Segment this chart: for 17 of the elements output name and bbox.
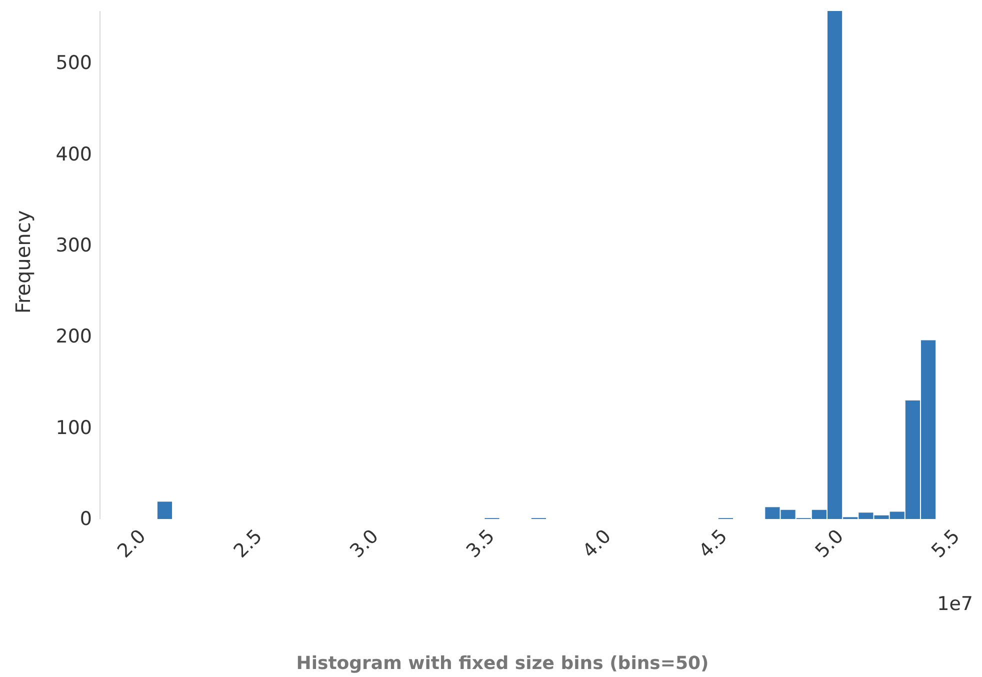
text: Histogram with fixed size bins (bins=50)	[296, 653, 709, 674]
x-tick-label: 4.5	[694, 525, 732, 562]
y-tick-label: 400	[56, 143, 92, 166]
x-tick-label: 2.5	[230, 525, 267, 562]
y-tick-label: 500	[56, 52, 92, 74]
y-tick-label: 0	[80, 508, 92, 530]
y-axis-title: Frequency	[11, 210, 35, 314]
y-tick-label: 300	[56, 234, 92, 256]
x-tick-label: 5.0	[811, 525, 848, 562]
x-tick-label: 2.0	[113, 525, 150, 562]
x-tick-label: 3.5	[462, 525, 500, 562]
y-tick-label: 200	[56, 326, 92, 348]
x-tick-label: 4.0	[578, 525, 616, 562]
x-tick-label: 3.0	[346, 525, 383, 562]
text: 1e7	[937, 593, 973, 615]
x-tick-label: 5.5	[927, 525, 964, 562]
y-tick-label: 100	[56, 416, 92, 439]
